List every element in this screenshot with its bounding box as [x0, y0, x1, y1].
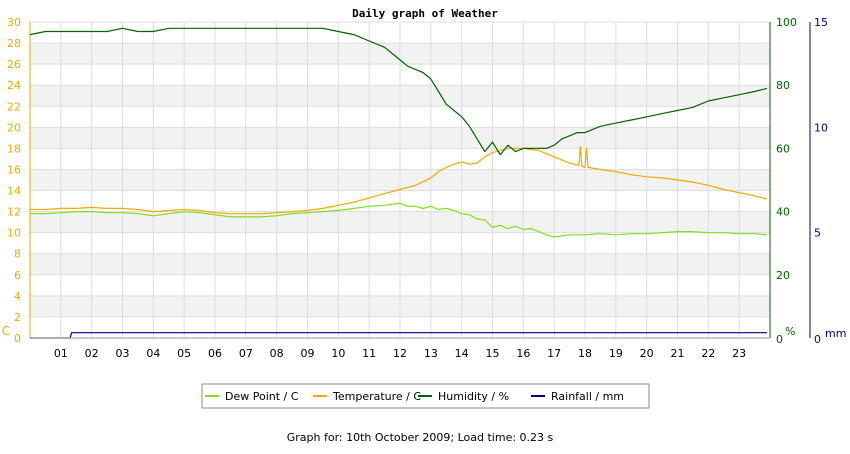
humidity-axis-tick-label: 80 — [776, 79, 790, 92]
x-tick-label: 19 — [609, 347, 623, 360]
x-tick-label: 18 — [578, 347, 592, 360]
series-line — [29, 27, 768, 156]
left-axis-tick-label: 14 — [7, 185, 21, 198]
rain-axis-unit: mm — [825, 327, 846, 340]
humidity-axis-unit: % — [785, 325, 795, 338]
left-axis-tick-label: 2 — [14, 311, 21, 324]
x-tick-label: 03 — [116, 347, 130, 360]
x-tick-label: 22 — [701, 347, 715, 360]
legend-label: Dew Point / C — [225, 390, 299, 403]
x-tick-label: 12 — [393, 347, 407, 360]
legend-label: Temperature / C — [332, 390, 421, 403]
rain-axis-tick-label: 10 — [814, 121, 828, 134]
legend-label: Rainfall / mm — [551, 390, 624, 403]
left-axis-unit: C — [2, 324, 10, 338]
humidity-axis-tick-label: 100 — [776, 16, 797, 29]
humidity-axis-tick-label: 60 — [776, 142, 790, 155]
left-axis-tick-label: 30 — [7, 16, 21, 29]
left-axis-tick-label: 10 — [7, 227, 21, 240]
legend-label: Humidity / % — [438, 390, 509, 403]
x-tick-label: 23 — [732, 347, 746, 360]
left-axis-tick-label: 18 — [7, 142, 21, 155]
x-tick-label: 11 — [362, 347, 376, 360]
x-tick-label: 10 — [331, 347, 345, 360]
left-axis-tick-label: 8 — [14, 248, 21, 261]
left-axis-tick-label: 22 — [7, 100, 21, 113]
x-tick-label: 08 — [270, 347, 284, 360]
x-tick-label: 14 — [455, 347, 469, 360]
left-axis-tick-label: 12 — [7, 206, 21, 219]
x-tick-label: 20 — [640, 347, 654, 360]
left-axis-tick-label: 4 — [14, 290, 21, 303]
left-axis-tick-label: 20 — [7, 121, 21, 134]
left-axis-tick-label: 16 — [7, 163, 21, 176]
humidity-axis-tick-label: 40 — [776, 206, 790, 219]
x-tick-label: 09 — [301, 347, 315, 360]
x-tick-label: 15 — [486, 347, 500, 360]
left-axis-tick-label: 6 — [14, 269, 21, 282]
series-line — [30, 202, 767, 238]
legend: Dew Point / C Temperature / C Humidity / %… — [201, 383, 650, 409]
x-tick-label: 21 — [671, 347, 685, 360]
rain-axis-tick-label: 5 — [814, 227, 821, 240]
left-axis-tick-label: 0 — [14, 332, 21, 345]
x-tick-label: 01 — [54, 347, 68, 360]
x-tick-label: 13 — [424, 347, 438, 360]
humidity-axis-tick-label: 20 — [776, 269, 790, 282]
rain-axis-tick-label: 0 — [814, 333, 821, 346]
x-tick-label: 06 — [208, 347, 222, 360]
x-tick-label: 07 — [239, 347, 253, 360]
chart-title: Daily graph of Weather — [352, 7, 498, 20]
x-tick-label: 16 — [516, 347, 530, 360]
footer-text: Graph for: 10th October 2009; Load time:… — [287, 431, 554, 444]
rain-axis-tick-label: 15 — [814, 16, 828, 29]
left-axis-tick-label: 26 — [7, 58, 21, 71]
humidity-axis-tick-label: 0 — [776, 333, 783, 346]
x-tick-label: 17 — [547, 347, 561, 360]
x-tick-label: 02 — [85, 347, 99, 360]
left-axis-tick-label: 24 — [7, 79, 21, 92]
series-line — [30, 145, 768, 215]
x-tick-label: 05 — [177, 347, 191, 360]
left-axis-tick-label: 28 — [7, 37, 21, 50]
x-tick-label: 04 — [146, 347, 160, 360]
